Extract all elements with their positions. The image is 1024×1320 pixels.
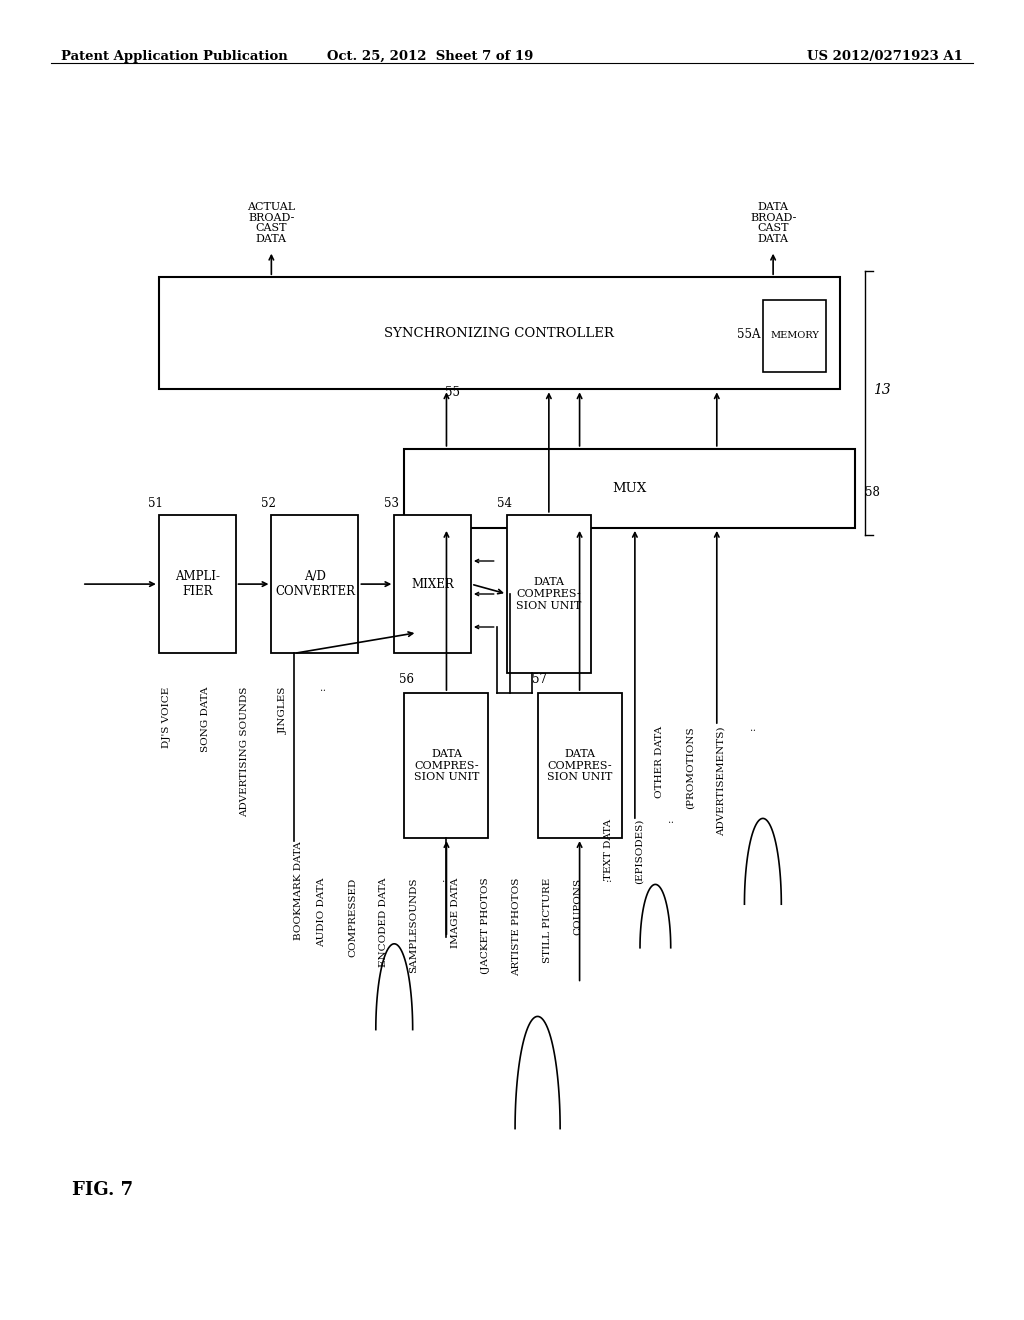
Text: 58: 58: [865, 486, 881, 499]
Text: Patent Application Publication: Patent Application Publication: [61, 50, 288, 63]
Text: MUX: MUX: [612, 482, 647, 495]
Bar: [404, 693, 488, 838]
Text: OTHER DATA: OTHER DATA: [655, 726, 665, 799]
Text: COMPRESSED: COMPRESSED: [348, 878, 357, 957]
Text: DATA
COMPRES-
SION UNIT: DATA COMPRES- SION UNIT: [547, 748, 612, 783]
Text: SAMPLESOUNDS: SAMPLESOUNDS: [410, 878, 419, 973]
Bar: [507, 515, 591, 673]
Text: :: :: [317, 686, 327, 690]
Text: 53: 53: [384, 496, 399, 510]
Text: :: :: [440, 878, 450, 882]
Text: SONG DATA: SONG DATA: [201, 686, 210, 752]
Text: 57: 57: [532, 673, 548, 686]
Text: AUDIO DATA: AUDIO DATA: [317, 878, 327, 948]
Text: 55: 55: [445, 385, 461, 399]
Bar: [763, 300, 826, 372]
Text: :: :: [748, 726, 757, 730]
Text: FIG. 7: FIG. 7: [72, 1180, 133, 1199]
Text: 51: 51: [148, 496, 164, 510]
Text: DJ'S VOICE: DJ'S VOICE: [162, 686, 171, 747]
Text: ADVERTISEMENTS): ADVERTISEMENTS): [717, 726, 726, 836]
Text: DATA
BROAD-
CAST
DATA: DATA BROAD- CAST DATA: [750, 202, 797, 244]
Text: (PROMOTIONS: (PROMOTIONS: [686, 726, 695, 809]
Text: (JACKET PHOTOS: (JACKET PHOTOS: [481, 878, 490, 974]
Text: (EPISODES): (EPISODES): [635, 818, 644, 884]
Text: TEXT DATA: TEXT DATA: [604, 818, 613, 879]
Text: COUPONS: COUPONS: [573, 878, 583, 935]
Text: A/D
CONVERTER: A/D CONVERTER: [274, 570, 355, 598]
Text: SYNCHRONIZING CONTROLLER: SYNCHRONIZING CONTROLLER: [384, 327, 614, 339]
Text: DATA
COMPRES-
SION UNIT: DATA COMPRES- SION UNIT: [414, 748, 479, 783]
Text: MIXER: MIXER: [412, 578, 454, 590]
Text: US 2012/0271923 A1: US 2012/0271923 A1: [807, 50, 963, 63]
Text: JINGLES: JINGLES: [279, 686, 288, 734]
Text: :: :: [666, 818, 675, 822]
Text: ENCODED DATA: ENCODED DATA: [379, 878, 388, 968]
Text: DATA
COMPRES-
SION UNIT: DATA COMPRES- SION UNIT: [516, 577, 582, 611]
Text: AMPLI-
FIER: AMPLI- FIER: [175, 570, 219, 598]
Bar: [159, 515, 236, 653]
Text: Oct. 25, 2012  Sheet 7 of 19: Oct. 25, 2012 Sheet 7 of 19: [327, 50, 534, 63]
Text: IMAGE DATA: IMAGE DATA: [451, 878, 460, 948]
Bar: [394, 515, 471, 653]
Text: ADVERTISING SOUNDS: ADVERTISING SOUNDS: [240, 686, 249, 817]
Text: 13: 13: [873, 383, 891, 397]
Text: ARTISTE PHOTOS: ARTISTE PHOTOS: [512, 878, 521, 977]
Bar: [404, 449, 855, 528]
Text: ACTUAL
BROAD-
CAST
DATA: ACTUAL BROAD- CAST DATA: [248, 202, 295, 244]
Text: 55A: 55A: [737, 327, 761, 341]
Text: 56: 56: [399, 673, 415, 686]
Bar: [538, 693, 622, 838]
Bar: [271, 515, 358, 653]
Text: MEMORY: MEMORY: [770, 331, 819, 341]
Text: 54: 54: [497, 496, 512, 510]
Text: 52: 52: [261, 496, 276, 510]
Text: BOOKMARK DATA: BOOKMARK DATA: [294, 841, 303, 940]
Bar: [159, 277, 840, 389]
Text: :: :: [604, 878, 613, 882]
Text: STILL PICTURE: STILL PICTURE: [543, 878, 552, 964]
